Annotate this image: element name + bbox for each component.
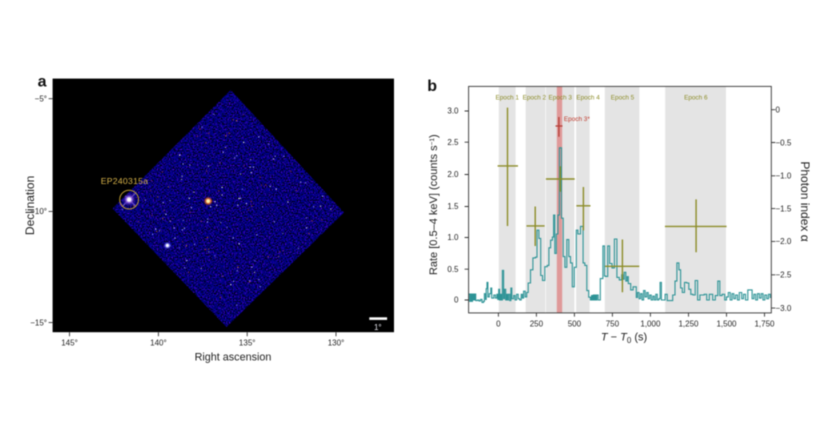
- svg-text:−2.0: −2.0: [776, 237, 792, 246]
- svg-text:a: a: [38, 74, 47, 91]
- svg-text:2.0: 2.0: [447, 170, 459, 179]
- svg-text:1,500: 1,500: [716, 320, 737, 329]
- svg-text:2.5: 2.5: [447, 138, 459, 147]
- svg-text:130°: 130°: [328, 339, 345, 348]
- svg-text:EP240315a: EP240315a: [101, 176, 149, 186]
- svg-text:−1.0: −1.0: [776, 172, 792, 181]
- svg-text:−10°: −10°: [30, 207, 47, 216]
- svg-text:−5°: −5°: [35, 94, 47, 103]
- svg-text:1°: 1°: [374, 323, 382, 332]
- svg-text:1,000: 1,000: [640, 320, 661, 329]
- svg-text:−3.0: −3.0: [776, 304, 792, 313]
- svg-text:250: 250: [530, 320, 544, 329]
- svg-text:1.5: 1.5: [447, 202, 459, 211]
- svg-text:Epoch 6: Epoch 6: [684, 95, 708, 102]
- svg-text:140°: 140°: [150, 339, 167, 348]
- svg-text:Right ascension: Right ascension: [195, 351, 272, 363]
- svg-text:1,250: 1,250: [678, 320, 699, 329]
- svg-text:Declination: Declination: [23, 176, 37, 235]
- svg-text:−15°: −15°: [30, 318, 47, 327]
- svg-text:Rate [0.5–4 keV] (counts s−1): Rate [0.5–4 keV] (counts s−1): [428, 134, 440, 275]
- svg-text:Epoch 1: Epoch 1: [495, 95, 519, 102]
- svg-text:3.0: 3.0: [447, 107, 459, 116]
- svg-text:Epoch 2: Epoch 2: [523, 95, 547, 102]
- svg-text:750: 750: [606, 320, 620, 329]
- svg-text:1,750: 1,750: [754, 320, 775, 329]
- svg-text:−0.5: −0.5: [776, 138, 792, 147]
- svg-text:0: 0: [776, 106, 781, 115]
- svg-text:0: 0: [496, 320, 501, 329]
- svg-text:145°: 145°: [61, 339, 78, 348]
- svg-text:−1.5: −1.5: [776, 204, 792, 213]
- svg-text:Epoch 3*: Epoch 3*: [564, 116, 590, 123]
- svg-text:T − T0 (s): T − T0 (s): [601, 332, 647, 345]
- svg-text:Epoch 3: Epoch 3: [548, 95, 572, 102]
- svg-text:0.5: 0.5: [447, 265, 459, 274]
- svg-text:Epoch 4: Epoch 4: [576, 95, 600, 102]
- svg-text:b: b: [427, 78, 437, 95]
- svg-text:0: 0: [454, 296, 459, 305]
- svg-text:135°: 135°: [239, 339, 256, 348]
- svg-text:Photon index α: Photon index α: [798, 161, 812, 241]
- svg-text:1.0: 1.0: [447, 233, 459, 242]
- svg-text:Epoch 5: Epoch 5: [611, 95, 635, 102]
- svg-text:500: 500: [568, 320, 582, 329]
- svg-text:−2.5: −2.5: [776, 271, 792, 280]
